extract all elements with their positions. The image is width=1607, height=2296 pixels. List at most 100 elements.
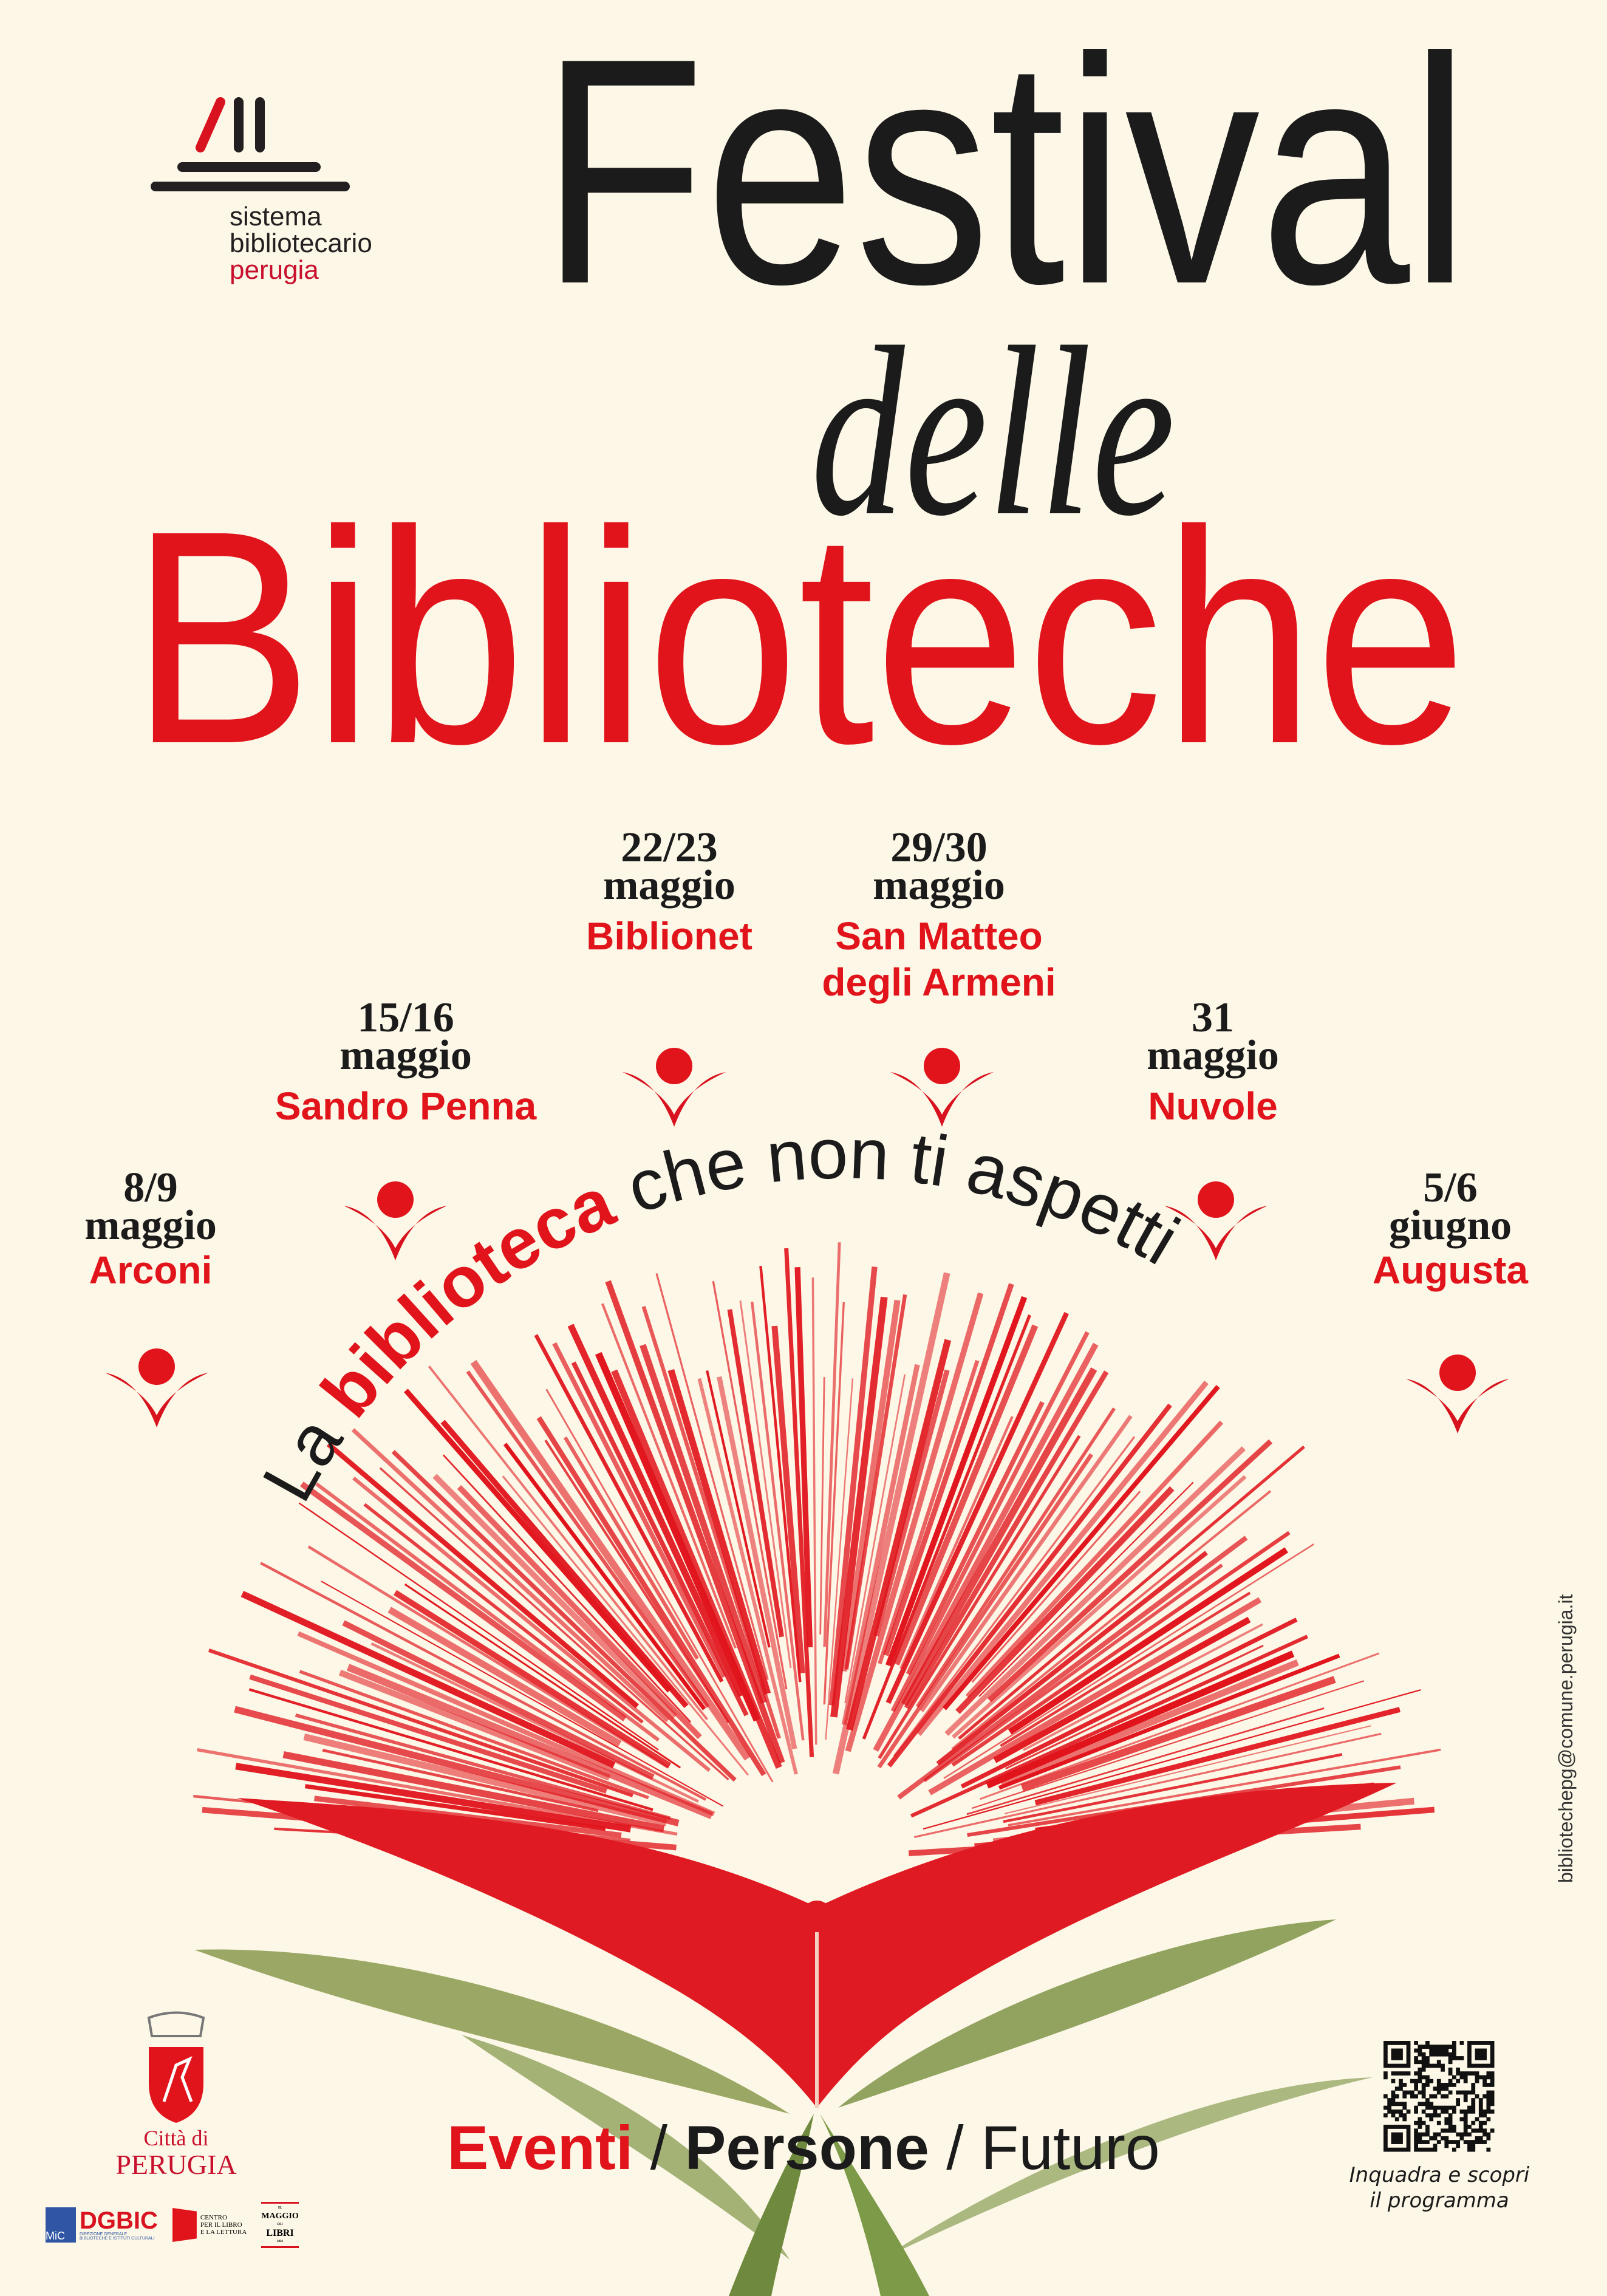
page-ray — [697, 1378, 798, 1775]
page-ray — [916, 1381, 1209, 1736]
page-ray — [844, 1374, 906, 1704]
page-ray — [916, 1407, 1116, 1708]
page-ray — [1003, 1753, 1343, 1823]
page-ray — [338, 1669, 611, 1781]
page-ray — [823, 1302, 845, 1705]
page-ray — [951, 1490, 1272, 1751]
event-venue: Augusta — [1373, 1248, 1528, 1292]
red-marker-icon — [1406, 1355, 1509, 1433]
title-festival: Festival — [541, 0, 1470, 351]
page-ray — [887, 1403, 1172, 1768]
page-ray — [1008, 1547, 1288, 1735]
page-ray — [986, 1650, 1295, 1789]
page-ray — [706, 1370, 771, 1648]
page-ray — [440, 1420, 689, 1709]
page-ray — [403, 1389, 672, 1693]
page-ray — [952, 1475, 1247, 1739]
page-ray — [363, 1503, 644, 1724]
page-ray — [428, 1365, 709, 1721]
logo-line: perugia — [230, 255, 319, 285]
page-ray — [936, 1551, 1208, 1766]
event-san-matteo: 29/30 maggio San Matteo degli Armeni — [757, 827, 1121, 1005]
page-ray — [326, 1442, 640, 1709]
page-ray — [605, 1280, 785, 1764]
bookmark-figure — [801, 1901, 833, 1932]
page-ray — [300, 1481, 627, 1721]
page-ray — [727, 1309, 784, 1638]
page-ray — [759, 1265, 802, 1683]
event-venue: San Matteo degli Armeni — [822, 914, 1056, 1004]
page-ray — [830, 1296, 888, 1718]
event-venue: Nuvole — [1148, 1084, 1278, 1128]
page-ray — [321, 1580, 723, 1807]
page-ray — [352, 1476, 711, 1772]
sistema-bibliotecario-logo-text: sistema bibliotecario perugia — [230, 203, 372, 284]
page-ray — [832, 1272, 950, 1775]
page-ray — [951, 1531, 1291, 1767]
event-biblionet: 22/23 maggio Biblionet — [487, 824, 851, 959]
page-ray — [920, 1415, 1133, 1712]
qr-caption-line: Inquadra e scopri — [1349, 2163, 1530, 2187]
page-ray — [571, 1361, 749, 1717]
page-ray — [897, 1536, 1248, 1800]
page-ray — [1034, 1707, 1401, 1806]
page-ray — [432, 1474, 677, 1719]
page-ray — [393, 1590, 672, 1769]
page-ray — [601, 1303, 737, 1649]
tagline: Eventi / Persone / Futuro — [447, 2113, 1160, 2182]
page-ray — [235, 1763, 632, 1833]
maggio-dei-libri-logo: IL MAGGIO DEI LIBRI 2026 — [261, 2202, 299, 2248]
page-ray — [993, 1616, 1251, 1763]
contact-email[interactable]: bibliotechepg@comune.perugia.it — [1555, 1594, 1577, 1883]
page-ray — [885, 1296, 1028, 1667]
qr-caption-line: il programma — [1370, 2188, 1509, 2213]
title-delle: delle — [811, 297, 1175, 566]
page-ray — [841, 1299, 901, 1672]
event-month: maggio — [339, 1032, 472, 1079]
page-ray — [712, 1280, 788, 1690]
page-ray — [819, 1377, 825, 1635]
event-date: 15/16 — [357, 994, 454, 1041]
page-ray — [567, 1324, 745, 1698]
page-ray — [862, 1314, 1031, 1740]
page-ray — [960, 1618, 1298, 1789]
page-ray — [794, 1267, 813, 1648]
qr-caption: Inquadra e scopri il programma — [1318, 2162, 1561, 2213]
event-venue: Sandro Penna — [275, 1084, 537, 1128]
page-ray — [841, 1364, 920, 1726]
page-ray — [944, 1446, 1246, 1737]
page-ray — [322, 1749, 599, 1813]
page-ray — [391, 1450, 737, 1782]
page-ray — [611, 1369, 782, 1769]
red-marker-icon — [344, 1181, 447, 1260]
logo-line: bibliotecario — [230, 228, 372, 258]
page-ray — [503, 1443, 706, 1710]
page-ray — [282, 1751, 665, 1833]
page-ray — [249, 1674, 607, 1794]
page-ray — [717, 1376, 797, 1750]
page-ray — [442, 1454, 692, 1723]
page-ray — [873, 1369, 950, 1637]
page-ray — [457, 1485, 702, 1740]
page-ray — [1022, 1623, 1263, 1752]
event-sandro-penna: 15/16 maggio Sandro Penna — [223, 994, 588, 1129]
page-ray — [1000, 1659, 1299, 1787]
page-ray — [883, 1283, 1014, 1656]
page-ray — [784, 1248, 814, 1758]
page-ray — [1005, 1644, 1264, 1770]
page-ray — [1020, 1676, 1336, 1791]
page-ray — [466, 1370, 710, 1708]
page-ray — [303, 1734, 667, 1826]
page-ray — [965, 1420, 1224, 1698]
page-ray — [750, 1301, 805, 1741]
page-ray — [536, 1416, 766, 1777]
page-ray — [197, 1748, 678, 1836]
event-date: 22/23 — [621, 824, 718, 871]
page-ray — [966, 1707, 1325, 1816]
page-ray — [893, 1436, 1136, 1757]
page-ray — [899, 1416, 1014, 1670]
page-ray — [379, 1467, 729, 1781]
qr-code[interactable] — [1384, 2041, 1495, 2152]
page-ray — [298, 1502, 659, 1751]
